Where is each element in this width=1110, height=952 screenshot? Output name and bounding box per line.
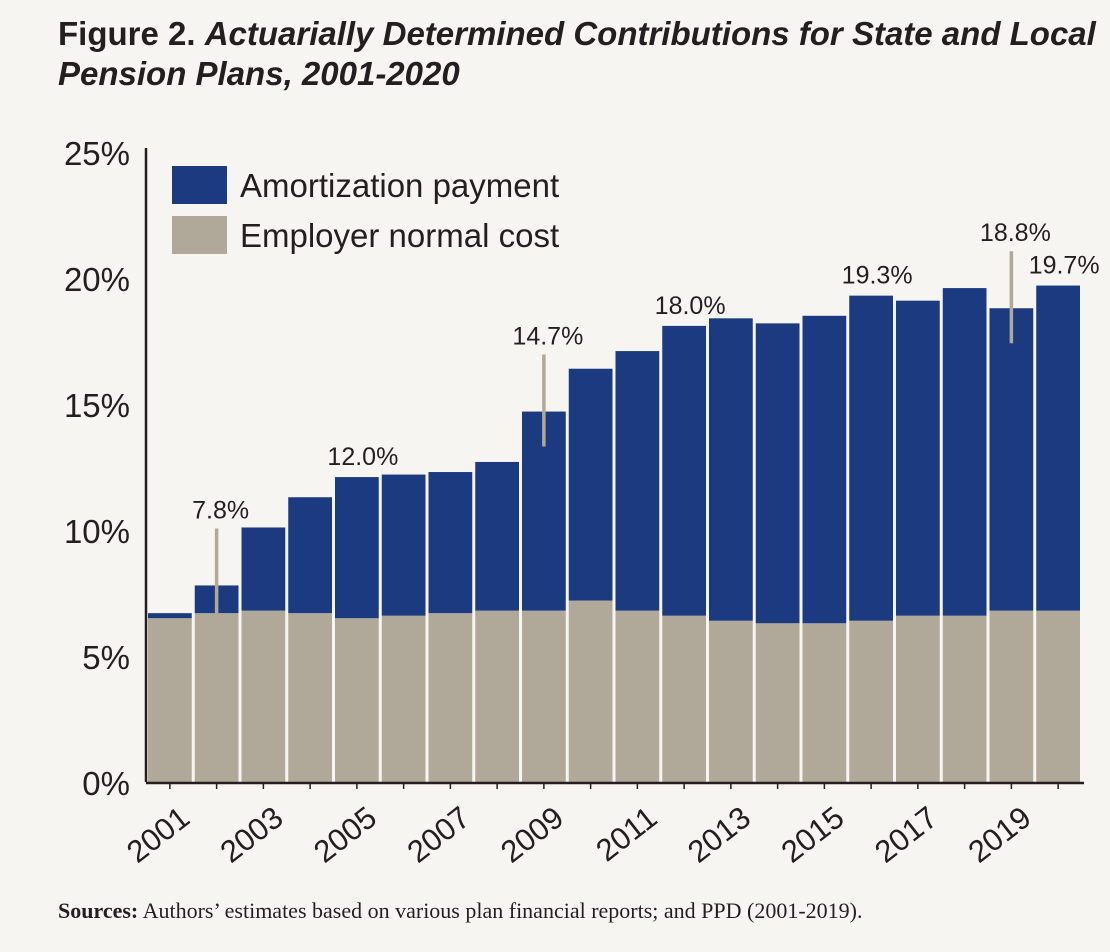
y-tick-label: 5% [82, 639, 130, 676]
source-note: Sources: Authors’ estimates based on var… [58, 898, 1108, 924]
x-tick-label: 2017 [868, 800, 944, 870]
bar-normal-cost-2017 [896, 615, 940, 782]
x-tick-label: 2007 [401, 800, 477, 870]
x-tick-label: 2011 [589, 800, 663, 869]
x-tick-label: 2015 [775, 800, 851, 870]
value-label-2005: 12.0% [327, 443, 398, 471]
bar-normal-cost-2013 [709, 620, 753, 782]
x-tick-label: 2013 [681, 800, 757, 870]
value-label-2002: 7.8% [192, 496, 249, 524]
bar-normal-cost-2014 [755, 623, 800, 782]
value-label-2012: 18.0% [655, 292, 726, 320]
bar-normal-cost-2019 [989, 610, 1034, 782]
legend-swatch-normal-cost [172, 216, 227, 254]
y-tick-label: 0% [82, 765, 130, 802]
figure-label: Figure 2. [58, 15, 196, 52]
bar-normal-cost-2016 [849, 620, 893, 782]
bar-normal-cost-2005 [335, 618, 379, 782]
stacked-bar-chart: 0% 5% 10% 15% 20% 25% 2001 2003 2005 2007 2009 2011… [64, 135, 1100, 870]
bar-amortization-2006 [381, 474, 426, 616]
legend-swatch-amortization [172, 166, 227, 204]
legend: Amortization payment Employer normal cost [172, 166, 559, 254]
bar-amortization-2012 [662, 325, 706, 616]
figure-title: Figure 2. Actuarially Determined Contrib… [58, 14, 1098, 94]
y-tick-label: 15% [64, 387, 130, 424]
bar-normal-cost-2001 [148, 618, 192, 782]
bar-normal-cost-2018 [942, 615, 987, 782]
bar-amortization-2011 [615, 351, 660, 611]
bar-amortization-2014 [755, 323, 800, 624]
bar-normal-cost-2008 [475, 610, 519, 782]
legend-label-normal-cost: Employer normal cost [240, 217, 559, 254]
source-text: Authors’ estimates based on various plan… [142, 898, 863, 923]
x-tick-label: 2003 [214, 800, 290, 870]
bar-amortization-2019 [989, 308, 1034, 611]
bar-amortization-2016 [849, 295, 893, 621]
bar-normal-cost-2015 [802, 623, 847, 782]
x-tick-label: 2005 [307, 800, 383, 870]
bar-normal-cost-2012 [662, 615, 706, 782]
bar-amortization-2008 [475, 461, 519, 611]
bar-amortization-2004 [288, 497, 332, 614]
bar-amortization-2018 [942, 288, 987, 616]
bar-normal-cost-2003 [241, 610, 286, 782]
bar-amortization-2015 [802, 315, 847, 624]
bars-group [148, 285, 1080, 782]
bar-normal-cost-2010 [568, 600, 613, 782]
y-tick-label: 25% [64, 135, 130, 172]
x-tick-label: 2001 [120, 800, 196, 870]
bar-normal-cost-2004 [288, 613, 332, 782]
bar-normal-cost-2002 [194, 613, 239, 782]
legend-label-amortization: Amortization payment [240, 167, 559, 204]
bar-amortization-2001 [148, 613, 192, 619]
bar-normal-cost-2020 [1036, 610, 1080, 782]
annotations-group: 7.8% 12.0% 14.7% 18.0% 19.3% 18.8% 19.7% [192, 219, 1100, 621]
bar-amortization-2005 [335, 477, 379, 619]
bar-normal-cost-2006 [381, 615, 426, 782]
value-label-2020: 19.7% [1029, 252, 1100, 280]
x-tick-label: 2009 [494, 800, 570, 870]
value-label-2016: 19.3% [842, 262, 913, 290]
bar-normal-cost-2011 [615, 610, 660, 782]
source-label: Sources: [58, 898, 139, 923]
y-tick-label: 20% [64, 261, 130, 298]
bar-normal-cost-2007 [428, 613, 473, 782]
figure-title-text: Actuarially Determined Contributions for… [58, 15, 1096, 92]
bar-amortization-2003 [241, 527, 286, 611]
bar-amortization-2013 [709, 318, 753, 621]
bar-amortization-2010 [568, 368, 613, 601]
value-label-2019: 18.8% [980, 219, 1051, 247]
bar-amortization-2017 [896, 300, 940, 616]
bar-amortization-2020 [1036, 285, 1080, 611]
y-tick-label: 10% [64, 513, 130, 550]
x-tick-label: 2019 [962, 800, 1038, 870]
bar-amortization-2007 [428, 472, 473, 614]
bar-normal-cost-2009 [522, 610, 566, 782]
value-label-2009: 14.7% [512, 323, 583, 351]
